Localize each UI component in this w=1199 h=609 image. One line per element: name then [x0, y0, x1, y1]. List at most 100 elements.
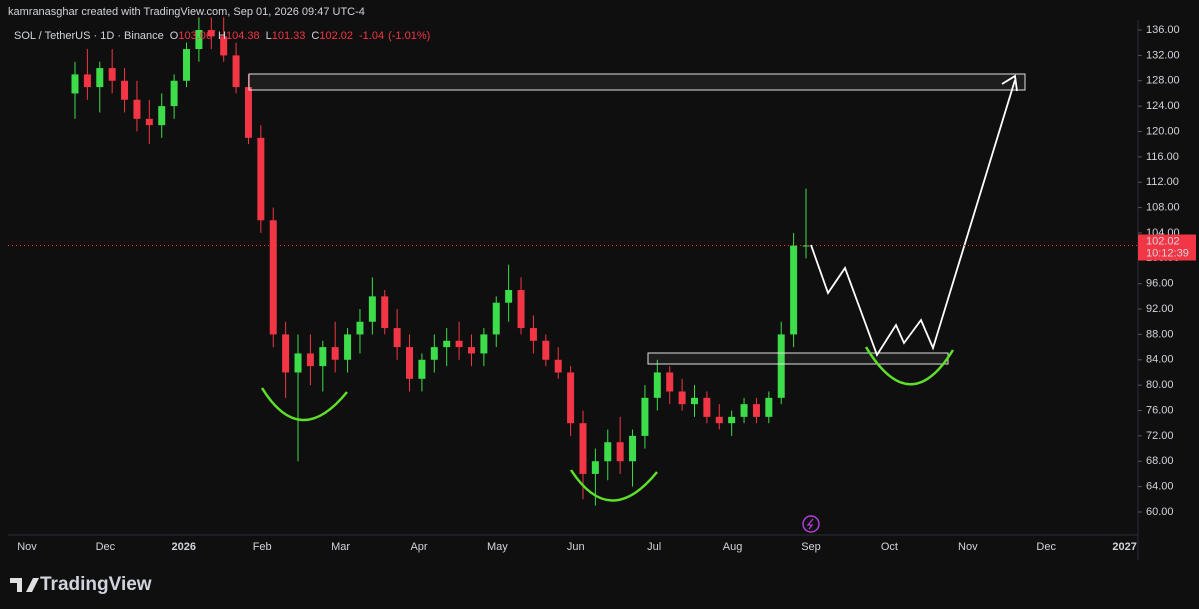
y-tick-label: 60.00 [1146, 506, 1174, 518]
candle-body [133, 99, 141, 119]
price-tag-countdown: 10:12:39 [1146, 247, 1189, 259]
x-tick-label: Mar [331, 541, 350, 553]
x-tick-label: 2026 [172, 541, 196, 553]
y-tick-label: 92.00 [1146, 303, 1174, 315]
candle-body [344, 334, 352, 360]
candle-body [269, 220, 277, 335]
candle-body [158, 106, 166, 126]
candle-body [629, 435, 637, 462]
candle-body [244, 87, 252, 138]
candle-body [777, 334, 785, 398]
candle-body [690, 397, 698, 405]
y-tick-label: 80.00 [1146, 379, 1174, 391]
bottom-arc [569, 469, 658, 502]
event-icon [802, 515, 820, 533]
candle-body [579, 423, 587, 474]
candle-body [467, 347, 475, 354]
y-tick-label: 128.00 [1146, 75, 1180, 87]
candle-body [121, 80, 129, 100]
candle-body [740, 404, 748, 417]
x-tick-label: Feb [253, 541, 272, 553]
projection-arrow [1001, 74, 1018, 92]
candle-body [517, 290, 525, 329]
bottom-arc [864, 346, 955, 386]
legend-item: 103.06 [178, 30, 212, 42]
candle-body [331, 347, 339, 360]
y-tick-label: 84.00 [1146, 354, 1174, 366]
legend-item: C [311, 30, 319, 42]
y-tick-label: 136.00 [1146, 24, 1180, 36]
candle-body [306, 353, 314, 367]
candle-body [257, 137, 265, 221]
candle-body [232, 55, 240, 88]
y-tick-label: 96.00 [1146, 278, 1174, 290]
y-tick-label: 120.00 [1146, 125, 1180, 137]
candle-body [71, 74, 79, 94]
candle-body [455, 340, 463, 348]
candle-body [145, 118, 153, 126]
candle-body [616, 442, 624, 462]
x-tick-label: Apr [410, 541, 427, 553]
legend-item: H [218, 30, 226, 42]
brand: TradingView [10, 574, 152, 595]
y-tick-label: 124.00 [1146, 100, 1180, 112]
candle-body [728, 416, 736, 424]
candle-body [282, 334, 290, 373]
y-tick-label: 116.00 [1146, 151, 1179, 163]
brand-name: TradingView [40, 574, 152, 595]
x-tick-label: Nov [958, 541, 978, 553]
legend-item: -1.04 [359, 30, 384, 42]
x-tick-label: Dec [1036, 541, 1056, 553]
legend-item: (-1.01%) [388, 30, 430, 42]
candle-body [591, 461, 599, 474]
candle-body [802, 245, 810, 247]
x-tick-label: Aug [723, 541, 743, 553]
x-tick-label: Nov [17, 541, 37, 553]
x-tick-label: Jul [647, 541, 661, 553]
x-tick-label: Sep [801, 541, 821, 553]
candle-body [752, 404, 760, 417]
candle-body [195, 30, 203, 50]
y-tick-label: 132.00 [1146, 49, 1180, 61]
y-tick-label: 112.00 [1146, 176, 1179, 188]
candle-body [678, 391, 686, 405]
candle-body [319, 347, 327, 367]
candle-body [492, 302, 500, 335]
price-tag [1138, 234, 1196, 261]
candle-body [393, 328, 401, 348]
y-tick-label: 108.00 [1146, 201, 1180, 213]
candle-body [418, 359, 426, 379]
time-axis: Nov Dec 2026 Feb Mar Apr May Jun Jul Aug Sep Oct Nov… [17, 541, 1137, 553]
support-zone [647, 352, 949, 365]
candle-body [641, 397, 649, 436]
y-tick-label: 64.00 [1146, 481, 1174, 493]
candle-body [790, 245, 798, 335]
candle-body [294, 353, 302, 373]
candle-body [443, 340, 451, 348]
x-tick-label: May [487, 541, 508, 553]
candle-body [170, 80, 178, 107]
legend-item: 104.38 [226, 30, 260, 42]
legend-item: L [266, 30, 272, 42]
legend-item: O [170, 30, 179, 42]
candle-body [108, 68, 116, 81]
y-tick-label: 68.00 [1146, 455, 1174, 467]
candle-body [381, 296, 389, 329]
candle-body [430, 347, 438, 360]
candle-body [220, 36, 228, 56]
price-tag-value: 102.02 [1146, 235, 1180, 247]
event-icon-bolt [806, 518, 814, 530]
candle-body [653, 372, 661, 398]
candle-body [604, 442, 612, 462]
symbol-legend: SOL / TetherUS · 1D · Binance O103.06 H104… [14, 30, 430, 42]
candles [71, 17, 810, 506]
credit: kamranasghar created with TradingView.co… [8, 6, 365, 18]
candle-body [666, 372, 674, 392]
candle-body [183, 49, 191, 81]
bottom-arc [260, 387, 348, 422]
candle-body [715, 416, 723, 424]
candle-body [542, 340, 550, 360]
candle-body [83, 74, 91, 88]
